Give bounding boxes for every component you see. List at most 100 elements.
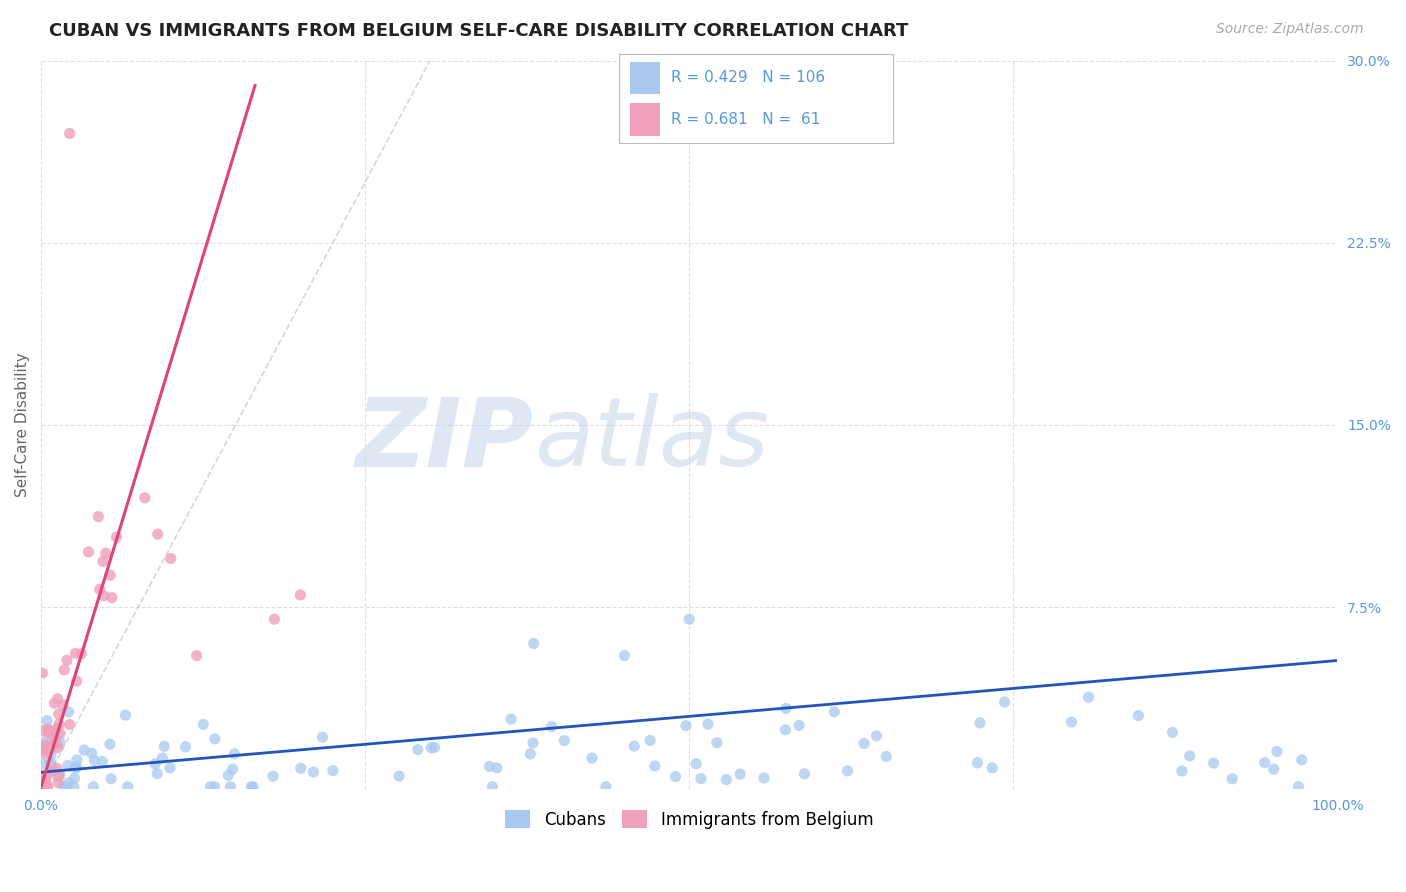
Point <box>66 753 89 767</box>
Point <box>48 717 70 731</box>
Point <box>45 761 67 775</box>
Point <box>100 772 122 786</box>
Point <box>240 780 263 794</box>
Point <box>35 739 58 754</box>
Point <box>1291 753 1313 767</box>
Text: R = 0.429   N = 106: R = 0.429 N = 106 <box>671 70 825 85</box>
Point <box>728 767 751 781</box>
Point <box>644 759 666 773</box>
Point <box>322 764 344 778</box>
Point <box>1263 762 1285 776</box>
Point <box>58 717 80 731</box>
Point <box>59 127 82 141</box>
Point <box>706 736 728 750</box>
Point <box>388 769 411 783</box>
Point <box>153 739 176 754</box>
Point <box>522 736 544 750</box>
Point <box>263 612 285 626</box>
Point <box>1161 725 1184 739</box>
Point <box>46 721 69 735</box>
Point <box>1220 772 1243 786</box>
Point <box>1060 714 1083 729</box>
Point <box>31 780 53 794</box>
Point <box>42 724 65 739</box>
FancyBboxPatch shape <box>630 103 659 136</box>
Point <box>623 739 645 753</box>
Point <box>91 755 114 769</box>
Point <box>485 761 508 775</box>
Point <box>481 780 503 794</box>
Text: ZIP: ZIP <box>356 393 534 486</box>
Point <box>969 715 991 730</box>
Text: CUBAN VS IMMIGRANTS FROM BELGIUM SELF-CARE DISABILITY CORRELATION CHART: CUBAN VS IMMIGRANTS FROM BELGIUM SELF-CA… <box>49 22 908 40</box>
Point <box>53 663 76 677</box>
Point <box>204 731 226 746</box>
Point <box>1077 690 1099 705</box>
Point <box>966 756 988 770</box>
Point <box>39 764 62 778</box>
Point <box>32 739 55 753</box>
Text: atlas: atlas <box>534 393 769 486</box>
Point <box>66 760 89 774</box>
Point <box>423 740 446 755</box>
Point <box>49 735 72 749</box>
Point <box>1128 708 1150 723</box>
Y-axis label: Self-Care Disability: Self-Care Disability <box>15 352 30 498</box>
Point <box>186 648 208 663</box>
Point <box>98 737 121 751</box>
Point <box>49 726 72 740</box>
Point <box>775 723 797 737</box>
Point <box>159 551 181 566</box>
Point <box>35 776 58 790</box>
Point <box>77 545 100 559</box>
Point <box>716 772 738 787</box>
Point <box>146 527 169 541</box>
Point <box>1202 756 1225 770</box>
Point <box>865 729 887 743</box>
Point <box>200 780 222 794</box>
Point <box>174 739 197 754</box>
Point <box>32 780 55 794</box>
Point <box>65 761 87 775</box>
Point <box>217 768 239 782</box>
Point <box>1288 780 1310 794</box>
Point <box>685 756 707 771</box>
Point <box>31 780 53 794</box>
Point <box>1254 756 1277 770</box>
Point <box>48 706 70 721</box>
Point <box>44 730 66 744</box>
Point <box>44 737 66 751</box>
Point <box>204 780 226 794</box>
Point <box>93 589 115 603</box>
Point <box>193 717 215 731</box>
Point <box>35 714 58 728</box>
Point <box>697 717 720 731</box>
Point <box>501 712 523 726</box>
Point <box>242 780 264 794</box>
Point <box>35 768 58 782</box>
Point <box>981 761 1004 775</box>
Point <box>73 743 96 757</box>
Point <box>44 696 66 710</box>
Point <box>837 764 859 778</box>
Point <box>1171 764 1194 778</box>
Point <box>70 647 93 661</box>
Point <box>690 772 713 786</box>
Point <box>94 546 117 560</box>
Point <box>540 719 562 733</box>
Point <box>31 757 53 772</box>
Point <box>52 780 75 794</box>
Point <box>35 780 58 794</box>
Point <box>793 766 815 780</box>
Point <box>32 723 55 738</box>
Point <box>875 749 897 764</box>
Point <box>65 647 87 661</box>
Point <box>311 730 333 744</box>
Point <box>37 723 59 737</box>
Point <box>41 758 63 772</box>
Point <box>32 780 55 794</box>
Point <box>638 733 661 747</box>
Point <box>787 718 810 732</box>
Point <box>46 740 69 755</box>
Point <box>34 738 56 752</box>
